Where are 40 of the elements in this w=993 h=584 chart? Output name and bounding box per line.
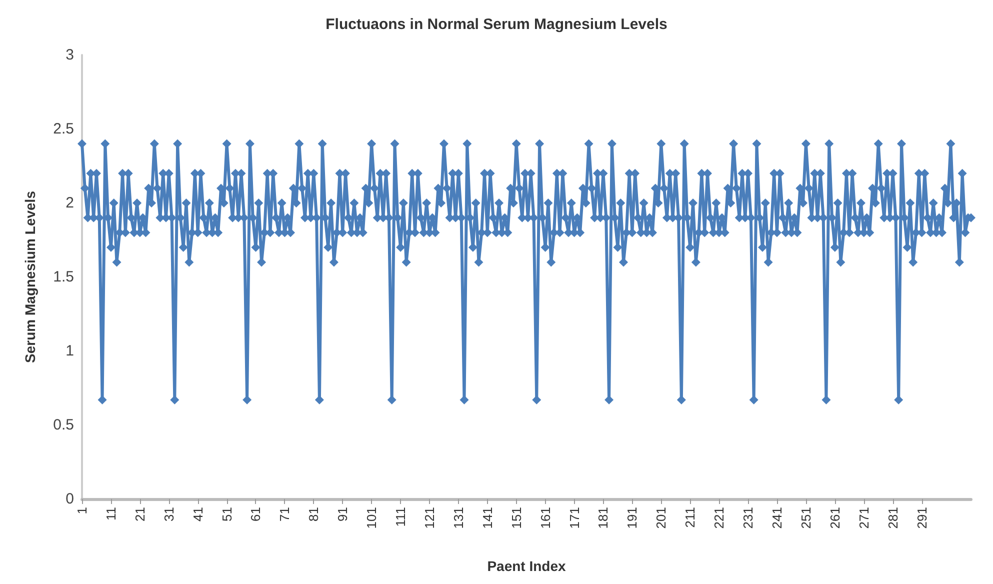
x-tick-label: 281: [885, 507, 900, 529]
x-tick-label: 91: [335, 507, 350, 522]
x-tick-label: 271: [856, 507, 872, 529]
x-tick-label: 121: [422, 507, 437, 529]
x-tick-label: 221: [712, 507, 727, 529]
y-tick-label: 1.5: [53, 268, 74, 286]
x-tick-label: 191: [624, 507, 640, 529]
x-tick-label: 51: [219, 507, 234, 522]
x-tick-label: 161: [538, 507, 553, 529]
x-tick-label: 201: [654, 507, 669, 529]
y-axis-title: Serum Magnesium Levels: [22, 190, 38, 363]
x-tick-label: 251: [798, 507, 814, 529]
x-tick-label: 261: [827, 507, 842, 529]
x-tick-label: 111: [393, 507, 408, 527]
x-tick-label: 41: [190, 507, 206, 522]
y-tick-label: 0: [66, 490, 74, 508]
y-tick-label: 0.5: [53, 416, 74, 434]
x-tick-label: 71: [277, 507, 292, 522]
x-tick-label: 171: [566, 507, 582, 529]
x-tick-label: 131: [450, 507, 466, 529]
x-tick-label: 291: [914, 507, 930, 529]
x-tick-label: 141: [480, 507, 495, 529]
y-tick-label: 2: [66, 194, 74, 212]
x-tick-label: 81: [306, 507, 322, 522]
y-tick-label: 2.5: [53, 120, 74, 138]
x-tick-label: 11: [103, 507, 118, 520]
x-tick-label: 1: [74, 507, 90, 514]
x-tick-label: 21: [132, 507, 148, 522]
x-tick-label: 231: [740, 507, 756, 529]
x-tick-label: 101: [364, 507, 380, 529]
y-tick-label: 1: [66, 342, 74, 360]
x-tick-label: 241: [769, 507, 784, 529]
x-tick-label: 181: [596, 507, 611, 529]
x-axis-title: Paent Index: [487, 558, 566, 574]
x-tick-label: 31: [161, 507, 176, 522]
x-tick-label: 61: [248, 507, 264, 522]
x-tick-label: 211: [682, 507, 698, 528]
chart-title: Fluctuaons in Normal Serum Magnesium Levels: [326, 16, 668, 33]
y-tick-label: 3: [66, 46, 74, 64]
x-tick-label: 151: [508, 507, 524, 529]
